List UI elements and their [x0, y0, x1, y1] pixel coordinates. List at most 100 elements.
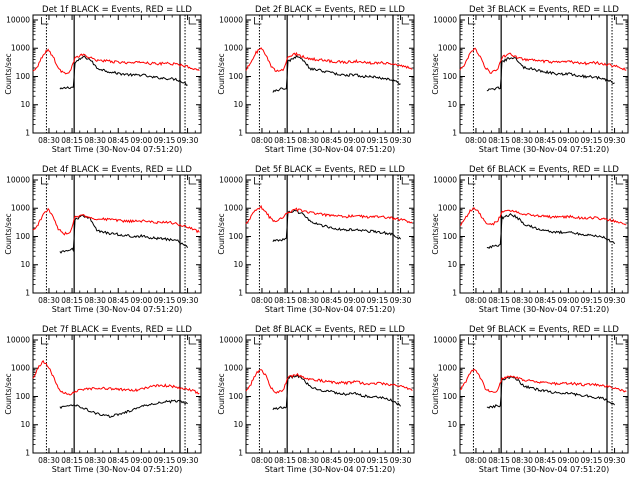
corner-bracket [188, 177, 197, 185]
y-tick-label: 10 [447, 100, 457, 109]
x-tick-label: 08:30 [511, 136, 533, 145]
panel-det-9: Det 9f BLACK = Events, RED = LLD 1 10 100 10… [431, 325, 629, 474]
x-tick-label: 09:30 [604, 456, 626, 465]
corner-bracket [254, 337, 262, 345]
plot-frame [32, 174, 202, 294]
panel-title: Det 1f BLACK = Events, RED = LLD [42, 5, 192, 15]
series-events-line [486, 376, 615, 409]
y-tick-label: 10000 [433, 175, 457, 184]
panel-title: Det 3f BLACK = Events, RED = LLD [469, 5, 619, 15]
plot-frame [245, 14, 415, 134]
series-events-line [272, 209, 402, 242]
x-tick-label: 09:30 [604, 136, 626, 145]
y-tick-label: 10000 [219, 15, 243, 24]
x-tick-label: 09:30 [390, 456, 412, 465]
plot-frame [459, 334, 629, 454]
x-tick-label: 08:45 [534, 136, 556, 145]
corner-bracket [41, 177, 49, 185]
x-tick-label: 08:45 [107, 136, 129, 145]
y-tick-label: 1000 [11, 364, 30, 373]
panel-det-5: Det 5f BLACK = Events, RED = LLD 1 10 100 10… [217, 165, 415, 314]
plot-frame [245, 334, 415, 454]
series-lld-line [32, 48, 200, 75]
x-tick-label: 09:15 [367, 136, 389, 145]
x-tick-label: 09:30 [390, 136, 412, 145]
x-tick-label: 08:30 [38, 456, 60, 465]
x-tick-label: 08:45 [107, 296, 129, 305]
x-tick-label: 09:00 [131, 456, 153, 465]
panel-det-1: Det 1f BLACK = Events, RED = LLD 1 10 100 10… [4, 5, 202, 154]
series-lld-line [32, 207, 200, 236]
x-tick-label: 09:00 [344, 136, 366, 145]
y-tick-label: 1 [25, 289, 30, 298]
y-tick-label: 1000 [11, 44, 30, 53]
y-tick-label: 100 [443, 72, 458, 81]
y-tick-label: 1000 [11, 204, 30, 213]
y-tick-label: 100 [16, 232, 31, 241]
corner-bracket [468, 177, 476, 185]
y-tick-label: 10 [20, 420, 30, 429]
x-tick-label: 08:45 [107, 456, 129, 465]
x-tick-label: 08:00 [251, 296, 273, 305]
corner-bracket [188, 17, 197, 25]
series-lld-line [460, 207, 627, 226]
x-tick-label: 08:30 [38, 296, 60, 305]
panel-det-3: Det 3f BLACK = Events, RED = LLD 1 10 100 10… [431, 5, 629, 154]
x-tick-label: 08:15 [274, 296, 296, 305]
y-tick-label: 10 [20, 260, 30, 269]
series-events-line [59, 214, 189, 254]
y-tick-label: 100 [229, 232, 244, 241]
x-tick-label: 08:30 [84, 296, 106, 305]
series-events-line [272, 374, 401, 411]
corner-bracket [615, 17, 624, 25]
y-tick-label: 1000 [224, 44, 243, 53]
y-tick-label: 1000 [224, 204, 243, 213]
x-tick-label: 09:15 [154, 136, 176, 145]
y-tick-label: 10000 [219, 335, 243, 344]
plot-frame [32, 334, 202, 454]
x-tick-label: 09:15 [581, 456, 603, 465]
y-tick-label: 10000 [219, 175, 243, 184]
y-tick-label: 100 [229, 392, 244, 401]
y-tick-label: 1000 [438, 204, 457, 213]
x-tick-label: 08:30 [84, 456, 106, 465]
corner-bracket [468, 337, 476, 345]
series-events-line [59, 55, 188, 90]
series-lld-line [32, 359, 200, 396]
x-tick-label: 08:30 [511, 456, 533, 465]
plot-frame [245, 174, 415, 294]
panel-det-4: Det 4f BLACK = Events, RED = LLD 1 10 100 10… [4, 165, 202, 314]
y-tick-label: 1 [452, 289, 457, 298]
y-tick-label: 10 [447, 260, 457, 269]
y-tick-label: 10000 [6, 15, 30, 24]
x-tick-label: 09:15 [154, 296, 176, 305]
x-tick-label: 09:30 [177, 456, 199, 465]
x-tick-label: 08:00 [465, 296, 487, 305]
x-tick-label: 08:30 [511, 296, 533, 305]
y-tick-label: 10 [447, 420, 457, 429]
y-tick-label: 10000 [433, 15, 457, 24]
y-axis-label: Counts/sec [217, 53, 226, 94]
y-axis-label: Counts/sec [4, 213, 13, 254]
x-axis-label: Start Time (30-Nov-04 07:51:20) [479, 145, 609, 154]
y-tick-label: 10 [233, 260, 243, 269]
series-lld-line [245, 204, 413, 225]
x-tick-label: 09:30 [604, 296, 626, 305]
x-tick-label: 08:15 [274, 136, 296, 145]
x-tick-label: 09:00 [558, 296, 580, 305]
x-tick-label: 08:15 [61, 136, 83, 145]
x-tick-label: 09:15 [367, 296, 389, 305]
y-tick-label: 10 [233, 420, 243, 429]
corner-bracket [615, 177, 624, 185]
x-tick-label: 09:30 [390, 296, 412, 305]
y-tick-label: 100 [16, 72, 31, 81]
x-tick-label: 09:15 [581, 296, 603, 305]
x-tick-label: 08:45 [534, 456, 556, 465]
x-tick-label: 09:00 [344, 456, 366, 465]
series-lld-line [459, 47, 627, 74]
y-tick-label: 1 [238, 449, 243, 458]
x-tick-label: 09:00 [558, 456, 580, 465]
corner-bracket [41, 337, 49, 345]
x-tick-label: 08:00 [465, 456, 487, 465]
corner-bracket [188, 337, 197, 345]
